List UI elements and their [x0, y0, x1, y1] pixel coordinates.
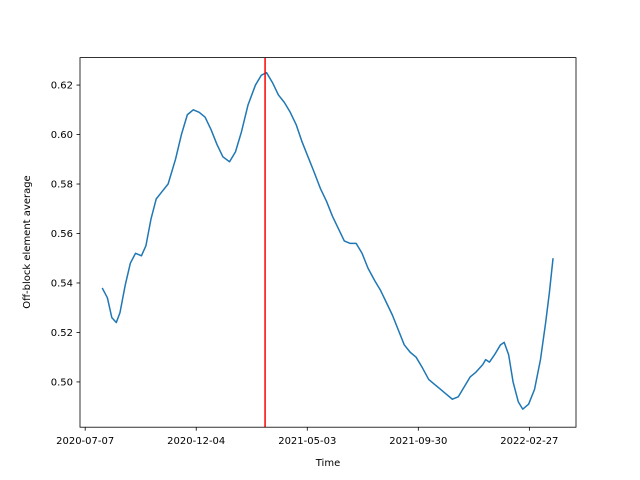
x-tick-label: 2020-12-04 [167, 436, 225, 447]
y-tick-label: 0.52 [51, 328, 73, 339]
x-tick-label: 2020-07-07 [56, 436, 114, 447]
x-tick-label: 2021-05-03 [278, 436, 336, 447]
x-tick-label: 2021-09-30 [389, 436, 447, 447]
y-axis-label: Off-block element average [22, 175, 33, 308]
y-tick-label: 0.60 [51, 130, 73, 141]
y-tick-label: 0.58 [51, 180, 73, 191]
y-tick-label: 0.54 [51, 278, 73, 289]
y-tick-label: 0.56 [51, 229, 73, 240]
y-tick-label: 0.62 [51, 81, 73, 92]
plot-frame [79, 57, 577, 428]
line-series [101, 71, 554, 410]
x-axis-label: Time [315, 458, 340, 469]
x-tick-label: 2022-02-27 [500, 436, 558, 447]
y-tick-label: 0.50 [51, 377, 73, 388]
